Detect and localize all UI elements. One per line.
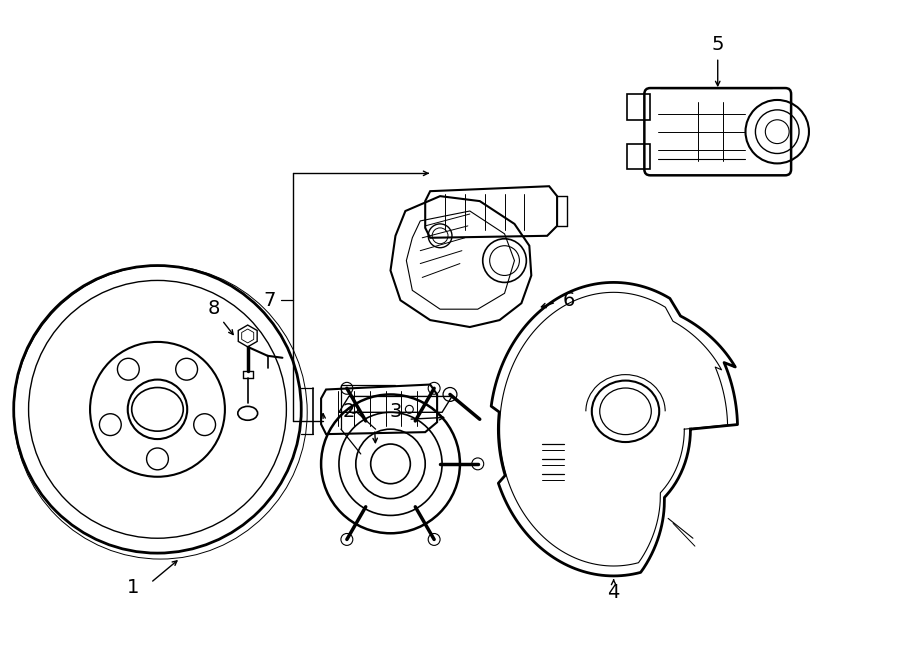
Text: 7: 7 (264, 291, 275, 310)
Text: 6: 6 (562, 291, 575, 310)
Text: 8: 8 (208, 299, 220, 318)
Text: 3: 3 (390, 402, 401, 421)
Text: 5: 5 (712, 35, 724, 54)
Text: 1: 1 (127, 578, 139, 598)
Text: 4: 4 (608, 583, 620, 602)
Text: 2: 2 (343, 402, 355, 421)
